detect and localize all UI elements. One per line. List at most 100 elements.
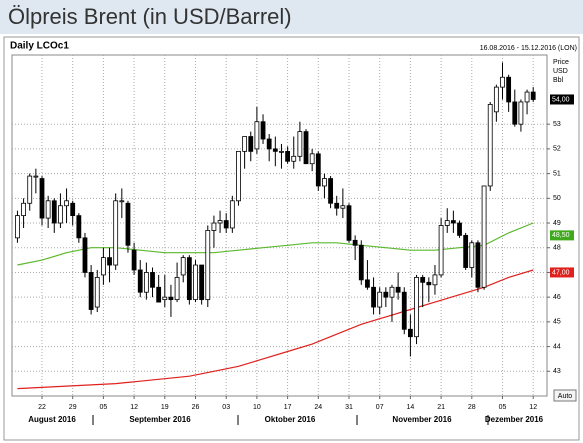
candle-body bbox=[217, 220, 223, 224]
candle-body bbox=[242, 136, 248, 152]
candle-body bbox=[500, 76, 505, 88]
candle-body bbox=[107, 257, 112, 266]
x-tick-label: 24 bbox=[314, 404, 322, 411]
y-tick-label: 51 bbox=[553, 170, 561, 177]
y-tick-label: 44 bbox=[553, 343, 561, 350]
candle-body bbox=[365, 279, 370, 288]
candle-body bbox=[254, 121, 260, 150]
candle-body bbox=[371, 286, 376, 308]
candle-body bbox=[131, 249, 137, 271]
candle-body bbox=[322, 178, 327, 187]
y-tick-label: 43 bbox=[553, 368, 561, 375]
candle-body bbox=[156, 286, 162, 303]
candle-body bbox=[70, 202, 76, 217]
x-tick-label: 14 bbox=[407, 404, 415, 411]
chart-subtitle: 16.08.2016 - 15.12.2016 (LON) bbox=[480, 45, 577, 52]
x-tick-label: 03 bbox=[222, 404, 230, 411]
x-tick-label: 26 bbox=[192, 404, 200, 411]
candle-body bbox=[340, 205, 346, 209]
candle-body bbox=[438, 225, 444, 276]
chart-title: Daily LCOc1 bbox=[10, 41, 69, 52]
candle-body bbox=[315, 153, 321, 187]
candle-body bbox=[303, 131, 309, 165]
page-title: Ölpreis Brent (in USD/Barrel) bbox=[8, 4, 292, 29]
candle-body bbox=[352, 239, 358, 246]
candle-body bbox=[395, 286, 401, 293]
candle-body bbox=[180, 257, 186, 276]
price-label-box bbox=[550, 94, 574, 105]
candle-body bbox=[285, 150, 291, 162]
auto-button-label[interactable]: Auto bbox=[558, 393, 573, 400]
candle-body bbox=[389, 286, 395, 298]
candle-body bbox=[407, 328, 413, 338]
candle-body bbox=[463, 234, 469, 268]
x-tick-label: 17 bbox=[284, 404, 292, 411]
candle-body bbox=[15, 215, 20, 239]
candle-body bbox=[186, 257, 192, 301]
candle-body bbox=[426, 281, 432, 286]
candle-body bbox=[530, 91, 536, 100]
x-tick-label: 29 bbox=[69, 404, 77, 411]
candle-body bbox=[199, 264, 205, 301]
moving-average bbox=[17, 222, 534, 266]
candle-body bbox=[88, 272, 94, 310]
candle-body bbox=[481, 185, 487, 288]
axis-label: Price bbox=[553, 59, 569, 66]
x-tick-label: 05 bbox=[100, 404, 108, 411]
candle-body bbox=[101, 257, 106, 276]
candle-body bbox=[512, 101, 518, 125]
candle-body bbox=[524, 91, 530, 103]
month-label: Dezember 2016 bbox=[485, 415, 544, 424]
candle-body bbox=[119, 200, 125, 203]
candle-body bbox=[193, 264, 198, 301]
candle-body bbox=[450, 220, 456, 224]
plot-area bbox=[11, 54, 548, 397]
candle-body bbox=[51, 200, 57, 224]
candle-body bbox=[82, 237, 88, 273]
candle-body bbox=[27, 175, 33, 204]
month-label: Oktober 2016 bbox=[265, 415, 316, 424]
candle-body bbox=[334, 202, 340, 209]
candle-body bbox=[401, 291, 407, 330]
moving-average bbox=[17, 269, 534, 390]
candle-body bbox=[76, 215, 82, 239]
candle-body bbox=[137, 269, 143, 293]
candle-body bbox=[223, 220, 229, 229]
candle-body bbox=[291, 155, 297, 162]
candle-body bbox=[493, 86, 499, 113]
axis-label: USD bbox=[553, 68, 568, 75]
candle-body bbox=[45, 200, 51, 219]
candle-body bbox=[248, 136, 254, 152]
candle-body bbox=[420, 276, 426, 283]
y-tick-label: 48 bbox=[553, 245, 561, 252]
candle-body bbox=[475, 242, 481, 288]
candle-body bbox=[125, 202, 131, 246]
candle-body bbox=[150, 272, 155, 288]
candle-body bbox=[205, 230, 211, 301]
candle-body bbox=[113, 200, 119, 266]
candle-body bbox=[377, 291, 383, 308]
x-tick-label: 21 bbox=[437, 404, 445, 411]
x-tick-label: 10 bbox=[253, 404, 261, 411]
x-tick-label: 05 bbox=[499, 404, 507, 411]
candle-body bbox=[174, 276, 180, 301]
candle-body bbox=[272, 148, 278, 152]
candle-body bbox=[33, 175, 39, 178]
candle-body bbox=[162, 296, 168, 301]
candle-body bbox=[414, 276, 419, 338]
x-tick-label: 22 bbox=[38, 404, 46, 411]
y-tick-label: 49 bbox=[553, 220, 561, 227]
x-tick-label: 28 bbox=[468, 404, 476, 411]
candle-body bbox=[168, 296, 174, 301]
y-tick-label: 46 bbox=[553, 294, 561, 301]
month-label: September 2016 bbox=[129, 415, 191, 424]
axis-label: Bbl bbox=[553, 77, 564, 84]
candle-body bbox=[457, 222, 462, 236]
y-tick-label: 53 bbox=[553, 121, 561, 128]
candle-body bbox=[260, 121, 266, 140]
candle-body bbox=[297, 131, 303, 157]
title-bar: Ölpreis Brent (in USD/Barrel) bbox=[0, 0, 583, 34]
candle-body bbox=[469, 242, 475, 268]
auto-button[interactable] bbox=[553, 389, 577, 402]
y-tick-label: 52 bbox=[553, 146, 561, 153]
